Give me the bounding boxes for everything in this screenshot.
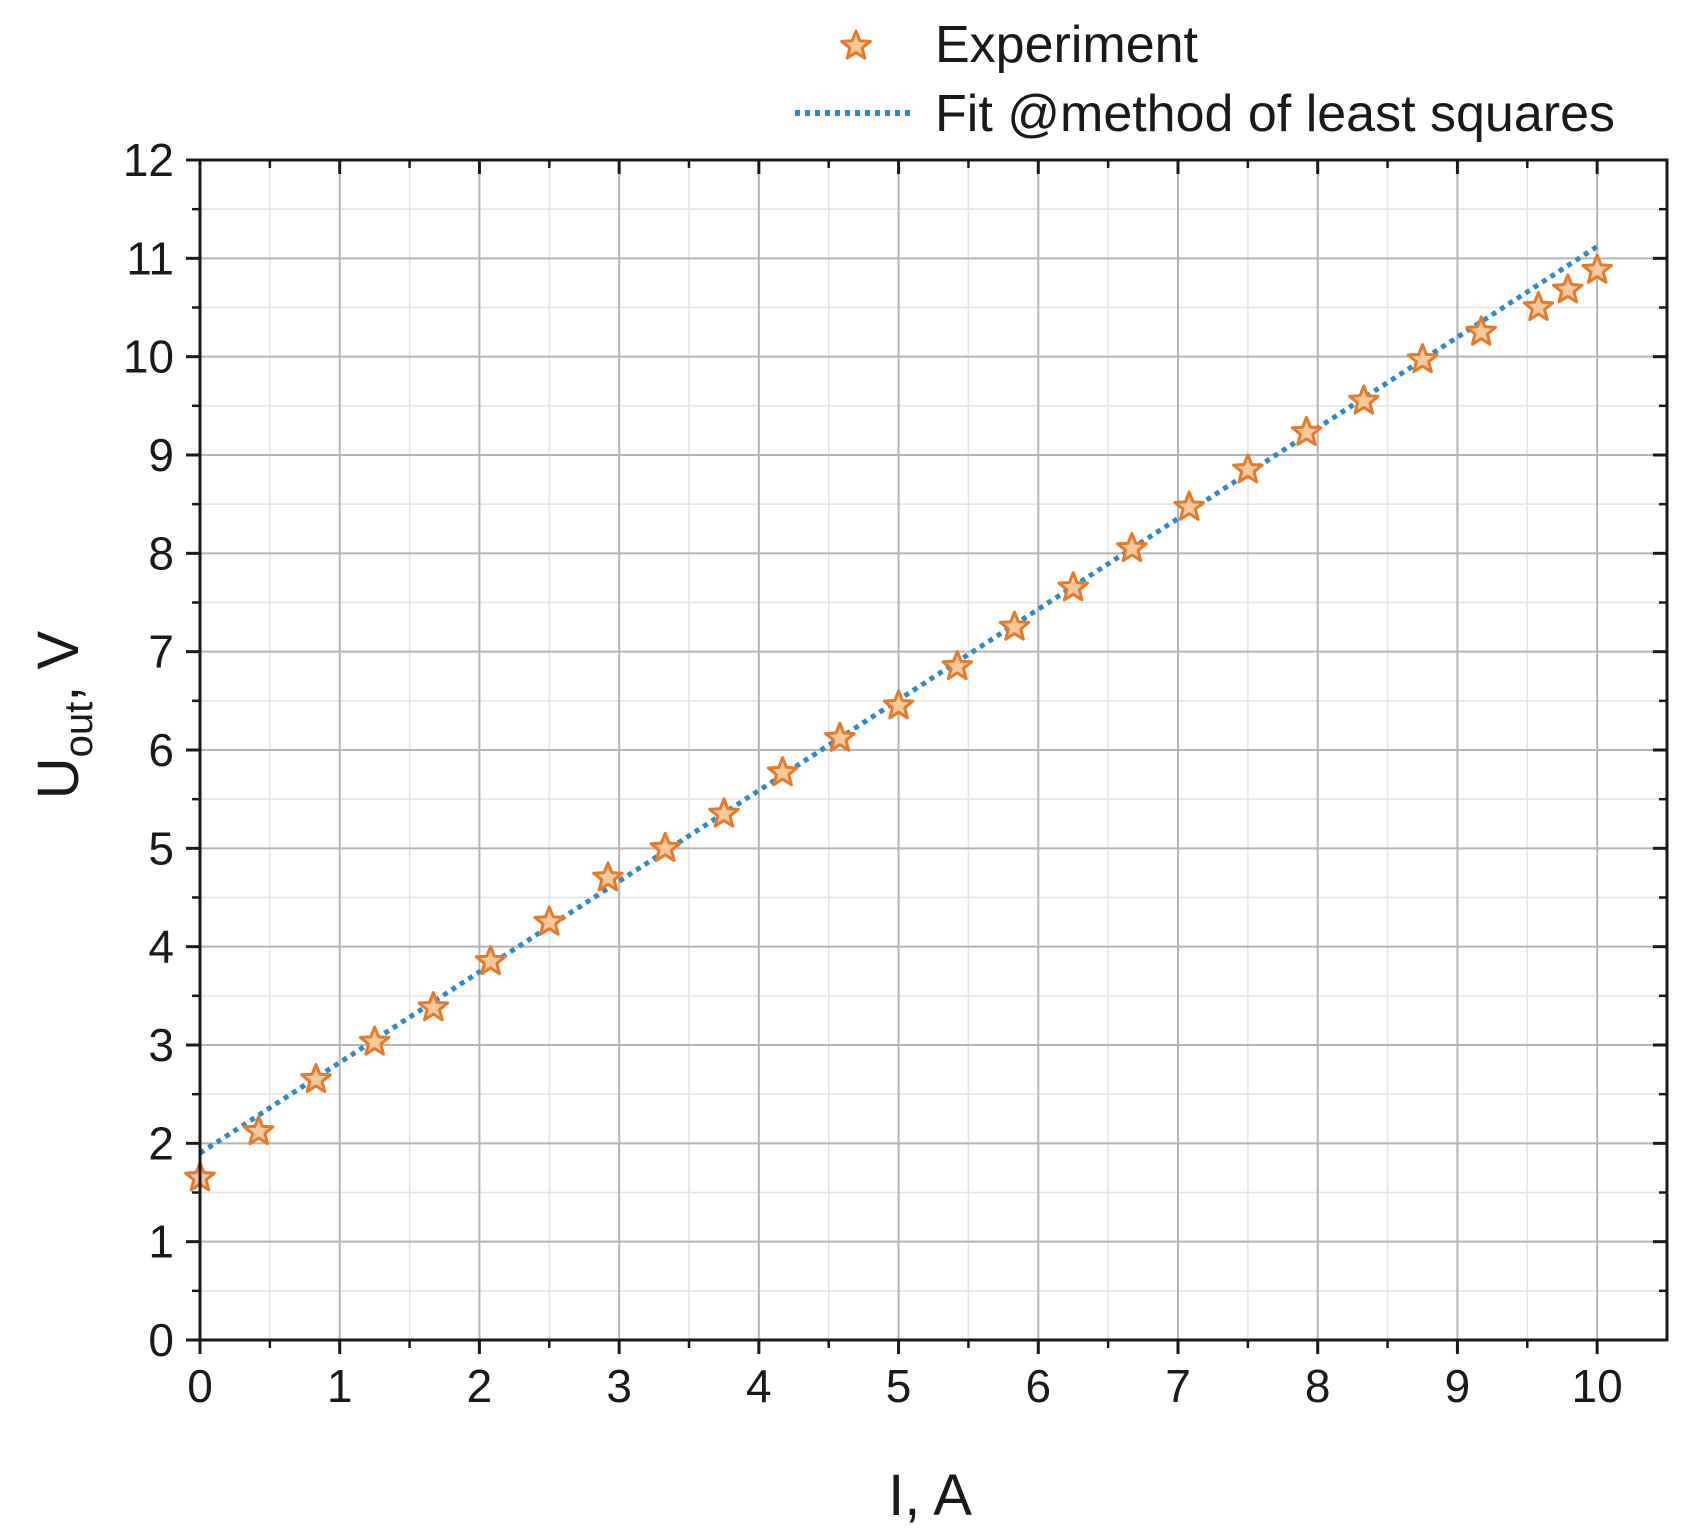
experiment-point xyxy=(708,797,740,828)
experiment-point xyxy=(882,689,915,720)
y-axis-label: Uout, V xyxy=(26,630,101,799)
y-tick-label: 9 xyxy=(148,429,174,481)
experiment-point xyxy=(1290,415,1323,446)
axis-ticks xyxy=(186,158,1667,1354)
x-tick-label: 2 xyxy=(467,1360,493,1412)
x-tick-label: 5 xyxy=(886,1360,912,1412)
experiment-point xyxy=(358,1025,391,1056)
legend-fit-label: Fit @method of least squares xyxy=(935,85,1615,143)
legend: Experiment Fit @method of least squares xyxy=(795,16,1615,143)
x-tick-label: 1 xyxy=(327,1360,353,1412)
experiment-point xyxy=(533,905,566,936)
experiment-point xyxy=(649,831,681,862)
experiment-point xyxy=(1552,273,1584,304)
experiment-point xyxy=(1232,453,1264,484)
experiment-point xyxy=(300,1062,332,1094)
x-tick-label: 9 xyxy=(1445,1360,1471,1412)
legend-experiment-marker xyxy=(840,29,872,60)
x-tick-label: 10 xyxy=(1572,1360,1623,1412)
legend-experiment-label: Experiment xyxy=(935,16,1199,74)
experiment-point xyxy=(1522,291,1555,322)
experiment-point xyxy=(998,610,1031,641)
experiment-point xyxy=(1348,384,1380,415)
major-grid xyxy=(200,160,1667,1340)
y-axis-label-sub: out xyxy=(57,702,101,758)
x-tick-labels: 0 1 2 3 4 5 6 7 8 9 10 xyxy=(187,1360,1623,1412)
y-tick-label: 4 xyxy=(148,921,174,973)
x-tick-label: 6 xyxy=(1025,1360,1051,1412)
y-tick-label: 8 xyxy=(148,527,174,579)
experiment-point xyxy=(1581,253,1613,284)
x-tick-label: 8 xyxy=(1305,1360,1331,1412)
y-tick-label: 0 xyxy=(148,1314,174,1366)
experiment-point xyxy=(1173,490,1205,521)
experiment-point xyxy=(766,756,799,787)
experiment-markers xyxy=(184,253,1613,1192)
experiment-point xyxy=(417,991,450,1022)
y-axis-label-main: U xyxy=(26,757,91,799)
experiment-point xyxy=(242,1115,275,1146)
y-tick-label: 7 xyxy=(148,626,174,678)
experiment-point xyxy=(474,944,507,976)
experiment-point xyxy=(941,649,973,681)
experiment-point xyxy=(1406,343,1439,374)
y-tick-label: 10 xyxy=(123,331,174,383)
experiment-point xyxy=(1057,571,1089,602)
x-axis-label: I, A xyxy=(888,1463,972,1528)
experiment-point xyxy=(1465,315,1497,346)
legend-star-icon xyxy=(840,29,872,60)
experiment-point xyxy=(1116,531,1148,563)
y-tick-label: 3 xyxy=(148,1019,174,1071)
y-tick-label: 2 xyxy=(148,1117,174,1169)
x-tick-label: 7 xyxy=(1165,1360,1191,1412)
y-tick-label: 11 xyxy=(126,232,174,284)
y-tick-label: 1 xyxy=(148,1216,174,1268)
experiment-point xyxy=(824,721,856,752)
experiment-point xyxy=(592,861,624,892)
y-tick-label: 12 xyxy=(123,134,174,186)
y-tick-label: 6 xyxy=(148,724,174,776)
y-tick-label: 5 xyxy=(148,822,174,874)
x-tick-label: 0 xyxy=(187,1360,213,1412)
x-tick-label: 4 xyxy=(746,1360,772,1412)
x-tick-label: 3 xyxy=(606,1360,632,1412)
y-axis-label-tail: , V xyxy=(26,630,91,701)
